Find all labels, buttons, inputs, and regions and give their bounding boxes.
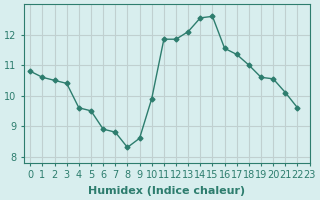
X-axis label: Humidex (Indice chaleur): Humidex (Indice chaleur): [88, 186, 245, 196]
